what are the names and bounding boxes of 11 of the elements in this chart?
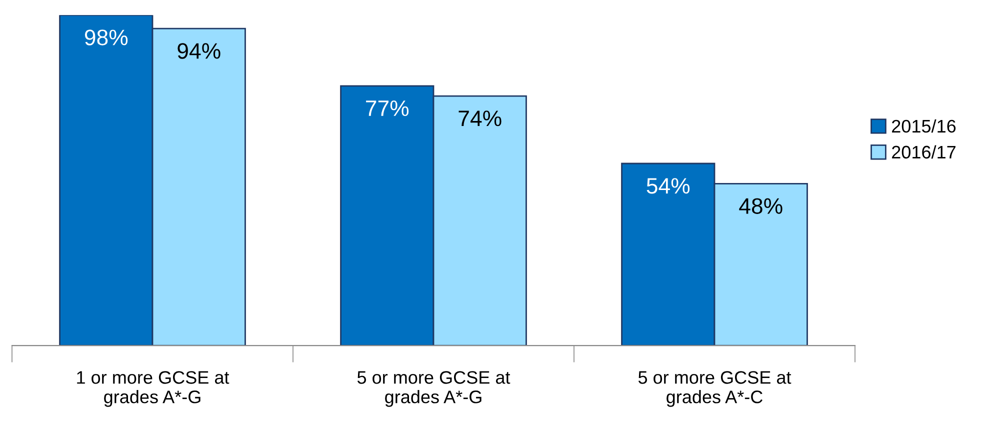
x-tick-label: 5 or more GCSE at grades A*-C bbox=[638, 371, 792, 407]
x-tick-label: 5 or more GCSE at grades A*-G bbox=[357, 371, 510, 407]
data-label: 94% bbox=[178, 43, 220, 59]
data-label: 98% bbox=[84, 30, 128, 46]
data-label: 54% bbox=[646, 178, 690, 194]
data-label: 74% bbox=[458, 110, 502, 126]
legend-label: 2016/17 bbox=[892, 145, 956, 159]
legend-label: 2015/16 bbox=[892, 119, 956, 133]
data-label: 77% bbox=[366, 100, 409, 116]
data-label: 48% bbox=[739, 198, 782, 214]
x-tick-label: 1 or more GCSE at grades A*-G bbox=[77, 371, 230, 407]
